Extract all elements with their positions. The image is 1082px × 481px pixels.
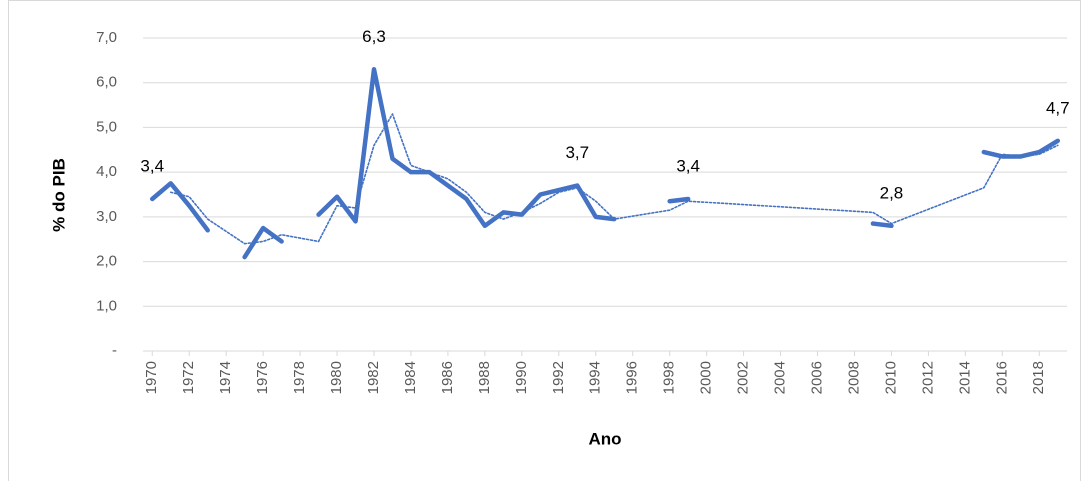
y-tick-label: - [112,342,117,359]
x-tick-label: 2002 [735,361,752,394]
x-tick-label: 1980 [328,361,345,394]
y-axis-label: % do PIB [49,158,68,232]
x-tick-label: 1976 [254,361,271,394]
y-tick-label: 1,0 [96,297,117,314]
x-tick-label: 1998 [661,361,678,394]
x-tick-label: 1984 [402,361,419,394]
x-tick-label: 2006 [808,361,825,394]
x-tick-label: 1986 [439,361,456,394]
x-tick-label: 2004 [772,361,789,394]
x-tick-label: 2008 [845,361,862,394]
x-tick-label: 1994 [587,361,604,394]
x-tick-label: 1982 [365,361,382,394]
data-line [149,67,1061,260]
data-label: 2,8 [880,183,904,202]
x-tick-label: 1992 [550,361,567,394]
y-tick-label: 3,0 [96,208,117,225]
x-tick-label: 1996 [624,361,641,394]
x-tick-label: 1978 [291,361,308,394]
x-tick-label: 1990 [513,361,530,394]
data-label: 3,7 [565,143,589,162]
x-tick-label: 2010 [882,361,899,394]
x-axis-label: Ano [588,429,621,448]
x-tick-label: 1970 [143,361,160,394]
y-tick-label: 5,0 [96,118,117,135]
data-label: 6,3 [362,27,386,46]
x-tick-label: 2016 [993,361,1010,394]
x-tick-label: 1974 [217,361,234,394]
x-tick-label: 1972 [180,361,197,394]
y-tick-label: 7,0 [96,29,117,46]
x-tick-label: 1988 [476,361,493,394]
data-label: 3,4 [676,156,700,175]
y-tick-label: 4,0 [96,163,117,180]
x-tick-label: 2012 [919,361,936,394]
x-tick-label: 2000 [698,361,715,394]
data-label: 3,4 [140,156,164,175]
chart-frame [8,0,1081,481]
trend-line [169,113,1059,245]
x-tick-label: 2014 [956,361,973,394]
y-tick-label: 2,0 [96,253,117,270]
data-label: 4,7 [1046,98,1070,117]
y-tick-label: 6,0 [96,74,117,91]
x-tick-label: 2018 [1030,361,1047,394]
